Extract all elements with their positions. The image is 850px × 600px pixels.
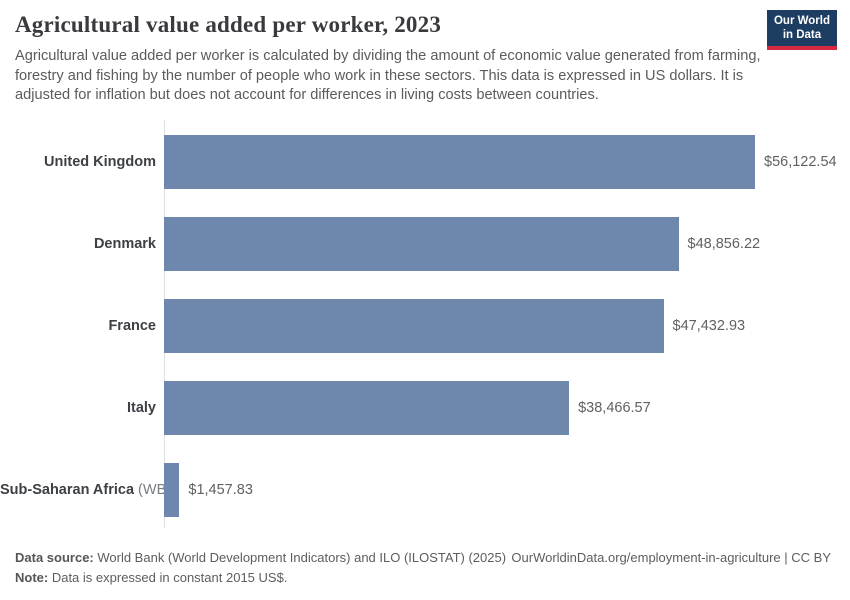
bar-row: Italy $38,466.57: [0, 367, 850, 449]
bar-row: Sub-Saharan Africa (WB) $1,457.83: [0, 449, 850, 531]
chart-title: Agricultural value added per worker, 202…: [15, 12, 442, 37]
bar-row: United Kingdom $56,122.54: [0, 121, 850, 203]
owid-logo[interactable]: Our World in Data: [766, 10, 837, 50]
bar[interactable]: [164, 135, 755, 189]
bar-track: $47,432.93: [164, 299, 850, 353]
chart-header: Agricultural value added per worker, 202…: [15, 12, 835, 106]
category-label: United Kingdom: [44, 154, 156, 170]
category-label-suffix: (WB): [134, 482, 172, 498]
footer-source-line: Data source: World Bank (World Developme…: [15, 548, 831, 568]
chart-subtitle: Agricultural value added per worker is c…: [15, 48, 761, 103]
bar-row: France $47,432.93: [0, 285, 850, 367]
category-label: Sub-Saharan Africa (WB): [0, 482, 172, 498]
value-label: $48,856.22: [687, 236, 761, 252]
category-label: Denmark: [93, 236, 156, 252]
note-label: Note:: [15, 570, 49, 585]
value-label: $1,457.83: [188, 482, 253, 498]
bar-track: $38,466.57: [164, 381, 850, 435]
data-source-label: Data source:: [15, 550, 94, 565]
footer-note-line: Note: Data is expressed in constant 2015…: [15, 568, 831, 588]
data-source-value: World Bank (World Development Indicators…: [93, 550, 507, 565]
bar-row: Denmark $48,856.22: [0, 203, 850, 285]
bar[interactable]: [164, 463, 180, 517]
value-label: $47,432.93: [672, 318, 746, 334]
value-label: $38,466.57: [578, 400, 651, 416]
data-source-text: Data source: World Bank (World Developme…: [15, 548, 506, 568]
category-label: Italy: [126, 400, 156, 416]
bar-track: $56,122.54: [164, 135, 850, 189]
note-value: Data is expressed in constant 2015 US$.: [48, 570, 288, 585]
bar[interactable]: [164, 381, 570, 435]
chart-rows: United Kingdom $56,122.54 Denmark $48,856.2…: [0, 121, 850, 531]
owid-logo-line1: Our World: [773, 15, 830, 27]
chart-footer: Data source: World Bank (World Developme…: [15, 548, 831, 588]
bar[interactable]: [164, 217, 679, 271]
bar[interactable]: [164, 299, 664, 353]
category-label: France: [108, 318, 156, 334]
bar-track: $1,457.83: [164, 463, 850, 517]
bar-chart: United Kingdom $56,122.54 Denmark $48,856.2…: [0, 120, 850, 533]
owid-logo-line2: in Data: [782, 28, 822, 41]
value-label: $56,122.54: [764, 154, 837, 170]
owid-license-link[interactable]: OurWorldinData.org/employment-in-agricul…: [511, 550, 831, 565]
bar-track: $48,856.22: [164, 217, 850, 271]
